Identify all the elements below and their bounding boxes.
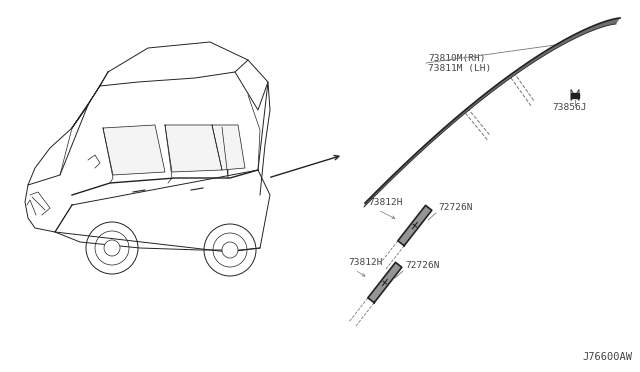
Polygon shape: [103, 125, 165, 175]
Circle shape: [104, 240, 120, 256]
Polygon shape: [100, 42, 248, 86]
Text: 72726N: 72726N: [405, 261, 440, 270]
Polygon shape: [165, 125, 222, 172]
Text: 72726N: 72726N: [438, 203, 472, 212]
Text: 73856J: 73856J: [553, 103, 588, 112]
Polygon shape: [55, 170, 270, 252]
Polygon shape: [368, 262, 402, 303]
Polygon shape: [25, 185, 72, 232]
Text: 73812H: 73812H: [348, 258, 383, 267]
Text: J76600AW: J76600AW: [582, 352, 632, 362]
Polygon shape: [258, 82, 270, 195]
Circle shape: [222, 242, 238, 258]
Polygon shape: [364, 18, 620, 207]
Text: 73811M (LH): 73811M (LH): [428, 64, 492, 73]
Text: 73810M(RH): 73810M(RH): [428, 54, 486, 62]
Text: 73812H: 73812H: [368, 198, 403, 207]
Polygon shape: [398, 205, 432, 246]
Polygon shape: [212, 125, 245, 170]
Bar: [571, 93, 579, 97]
Polygon shape: [28, 105, 88, 185]
